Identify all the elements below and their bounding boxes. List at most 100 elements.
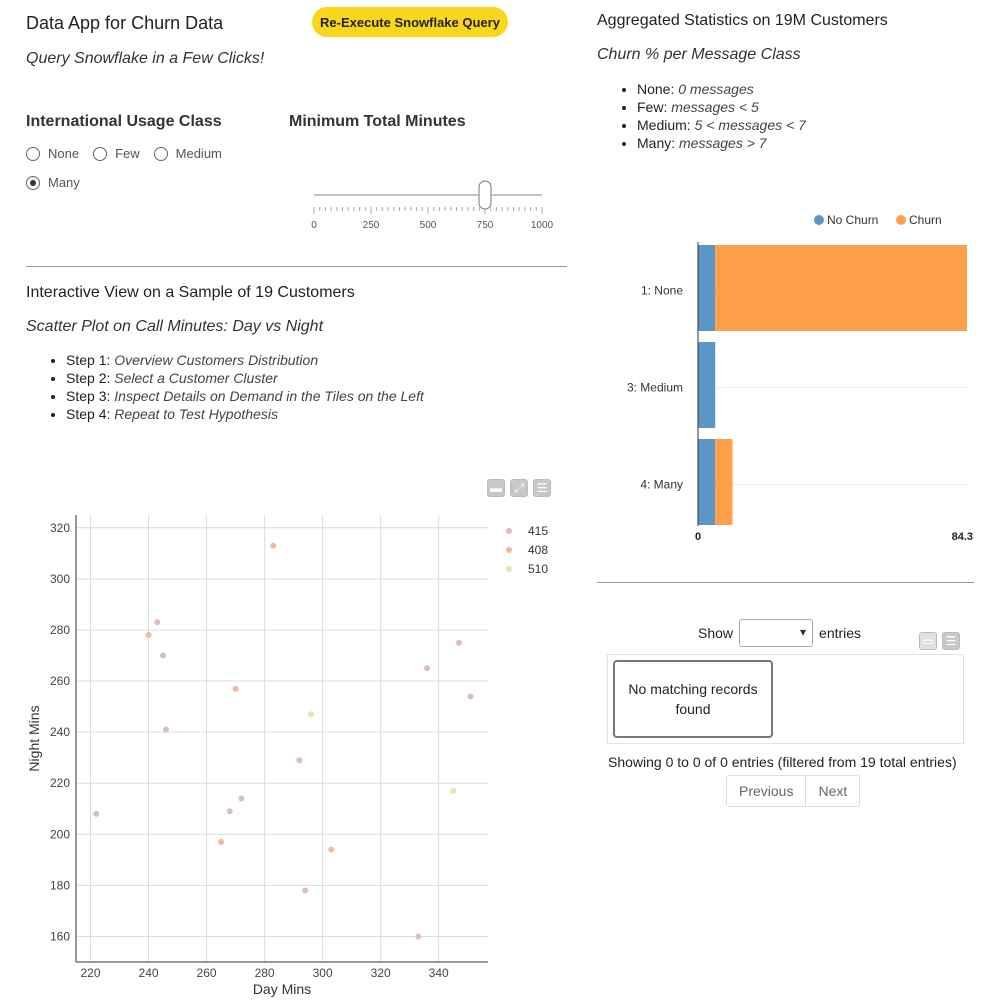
expand-icon[interactable]: ⤢ [510, 479, 528, 497]
radio-medium[interactable]: Medium [153, 146, 222, 161]
menu-icon[interactable]: ☰ [942, 632, 960, 650]
slider-handle[interactable] [478, 180, 492, 210]
legend-label[interactable]: 510 [528, 562, 548, 576]
divider-right [597, 582, 974, 583]
class-name: Few: [637, 99, 672, 115]
radio-label: Medium [175, 146, 222, 161]
legend-label[interactable]: 408 [528, 543, 548, 557]
show-label: Show [698, 625, 734, 641]
radio-few[interactable]: Few [93, 146, 140, 161]
steps-list: Step 1: Overview Customers DistributionS… [26, 351, 424, 423]
x-tick-label: 300 [313, 966, 333, 980]
bar-churn[interactable] [715, 439, 733, 525]
radio-circle[interactable] [153, 146, 168, 161]
scatter-point-415[interactable] [467, 693, 474, 700]
scatter-chart[interactable]: 220 240 260 280 300 320 340 160 180 200 220 240 260 2… [20, 505, 560, 1000]
radio-label: Many [48, 175, 80, 190]
message-class-list: None: 0 messagesFew: messages < 5Medium:… [597, 80, 806, 152]
class-desc: messages < 5 [671, 99, 759, 115]
scatter-point-408[interactable] [145, 632, 152, 639]
scatter-point-408[interactable] [270, 542, 277, 549]
scatter-point-415[interactable] [302, 887, 309, 894]
scatter-point-415[interactable] [226, 808, 233, 815]
step-item: Step 1: Overview Customers Distribution [66, 351, 424, 369]
step-label: Step 2: [66, 370, 115, 386]
scatter-point-415[interactable] [424, 665, 431, 672]
class-name: Medium: [637, 117, 695, 133]
app-title: Data App for Churn Data [26, 13, 224, 33]
radio-circle[interactable] [93, 146, 108, 161]
entries-select[interactable] [739, 619, 814, 647]
interactive-subtitle: Scatter Plot on Call Minutes: Day vs Nig… [26, 318, 324, 335]
legend-label[interactable]: No Churn [827, 213, 878, 227]
scatter-point-408[interactable] [218, 838, 225, 845]
show-entries-control: Show entries [698, 619, 861, 647]
pagination: Previous Next [726, 775, 861, 807]
category-label: 1: None [641, 284, 683, 298]
radio-label: None [48, 146, 80, 161]
scatter-point-510[interactable] [450, 787, 457, 794]
bar-no-churn[interactable] [698, 245, 716, 331]
y-axis-label: Night Mins [26, 705, 42, 771]
min-minutes-label: Minimum Total Minutes [289, 113, 466, 130]
x-tick-label: 0 [695, 531, 701, 543]
step-text: Overview Customers Distribution [114, 352, 319, 368]
scatter-point-415[interactable] [162, 726, 169, 733]
step-label: Step 1: [66, 352, 115, 368]
radio-circle[interactable] [26, 146, 40, 161]
class-desc: 0 messages [678, 81, 754, 97]
scatter-point-415[interactable] [160, 652, 167, 659]
scatter-point-415[interactable] [296, 757, 303, 764]
category-label: 3: Medium [627, 381, 683, 395]
y-tick-label: 180 [50, 878, 70, 892]
minimize-icon[interactable]: ▬ [487, 479, 505, 497]
previous-button[interactable]: Previous [739, 783, 794, 799]
step-item: Step 2: Select a Customer Cluster [66, 369, 424, 387]
usage-class-label: International Usage Class [26, 113, 222, 130]
legend-marker [506, 528, 512, 534]
y-tick-label: 240 [50, 725, 70, 739]
y-tick-label: 160 [50, 929, 70, 943]
legend-label[interactable]: Churn [909, 213, 942, 227]
slider-svg: 0 250 500 750 1000 [311, 180, 554, 231]
scatter-point-510[interactable] [308, 711, 315, 718]
radio-row: Many [26, 175, 256, 190]
message-class-item: Few: messages < 5 [637, 98, 806, 116]
y-tick-label: 200 [50, 827, 70, 841]
radio-many[interactable]: Many [26, 175, 80, 190]
bar-churn[interactable] [715, 245, 967, 331]
bar-no-churn[interactable] [698, 342, 716, 428]
message-class-item: Many: messages > 7 [637, 134, 806, 152]
data-table: No matching records found [607, 654, 964, 744]
message-class-item: Medium: 5 < messages < 7 [637, 116, 806, 134]
class-desc: messages > 7 [679, 135, 767, 151]
class-name: None: [637, 81, 679, 97]
radio-none[interactable]: None [26, 146, 79, 161]
scatter-point-415[interactable] [415, 933, 422, 940]
table-toolbar: ▭ ☰ [914, 632, 960, 650]
entries-label: entries [819, 625, 862, 641]
table-info: Showing 0 to 0 of 0 entries (filtered fr… [608, 754, 957, 770]
x-tick-label: 84.3 [952, 531, 973, 543]
legend-label[interactable]: 415 [528, 524, 548, 538]
x-axis-label: Day Mins [253, 981, 311, 997]
scatter-point-408[interactable] [328, 846, 335, 853]
scatter-point-408[interactable] [232, 685, 239, 692]
scatter-point-415[interactable] [93, 810, 100, 817]
churn-bar-chart[interactable]: No Churn Churn 1: None 3: Medium 4: Many 0 84.… [597, 205, 973, 555]
bar-no-churn[interactable] [698, 439, 716, 525]
scatter-point-415[interactable] [455, 639, 462, 646]
next-button[interactable]: Next [805, 776, 859, 806]
min-minutes-slider[interactable]: 0 250 500 750 1000 [305, 176, 555, 236]
re-execute-query-button[interactable]: Re-Execute Snowflake Query [312, 7, 508, 37]
x-tick-label: 320 [371, 966, 391, 980]
menu-icon[interactable]: ☰ [533, 479, 551, 497]
empty-table-message: No matching records found [613, 660, 773, 738]
minimize-icon[interactable]: ▭ [919, 632, 937, 650]
radio-circle[interactable] [26, 175, 40, 190]
message-class-item: None: 0 messages [637, 80, 806, 98]
scatter-point-415[interactable] [154, 619, 161, 626]
radio-row: None Few Medium [26, 146, 256, 161]
scatter-point-415[interactable] [238, 795, 245, 802]
step-label: Step 4: [66, 406, 115, 422]
